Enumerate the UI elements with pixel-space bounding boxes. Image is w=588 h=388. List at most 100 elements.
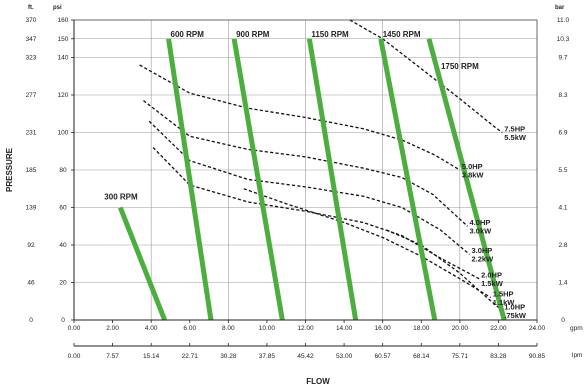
power-curve-label: 1.5HP [493,289,514,298]
rpm-curve-label: 1750 RPM [441,62,479,71]
ft-tick-label: 370 [26,17,37,24]
x2-tick-label: 7.57 [106,353,119,360]
x2-tick-label: 0.00 [68,353,81,360]
x2-tick-label: 37.85 [259,353,276,360]
psi-tick-label: 80 [59,167,67,174]
power-curve-label: 3.0HP [471,246,492,255]
axis-labels: psi ft. bar PRESSURE FLOW gpm lpm [5,5,583,386]
y-axis-title: PRESSURE [5,147,14,192]
x-tick-label: 10.00 [259,325,276,332]
psi-tick-label: 20 [59,280,67,287]
tick-labels: 0.00 2.00 4.00 6.00 8.00 10.00 12.00 14.00 16.00… [26,17,570,360]
power-curve-label: 5.5kW [504,133,527,142]
power-curve [152,147,480,280]
bar-tick-label: 0 [561,317,565,324]
psi-tick-label: 100 [58,130,69,137]
bar-tick-label: 9.7 [558,55,567,62]
rpm-curve-label: 1450 RPM [383,30,421,39]
ft-tick-label: 92 [27,242,35,249]
power-curve [243,188,492,299]
bar-tick-label: 6.9 [558,130,567,137]
rpm-curve-label: 1150 RPM [311,30,349,39]
x-tick-label: 0.00 [68,325,81,332]
rpm-curve-label: 300 RPM [104,193,138,202]
psi-unit-label: psi [53,5,62,11]
x2-tick-label: 15.14 [143,353,160,360]
bar-tick-label: 5.5 [558,167,567,174]
x2-tick-label: 45.42 [297,353,314,360]
rpm-curve [166,38,214,321]
psi-tick-label: 150 [58,36,69,43]
rpm-curves [117,38,507,321]
x-tick-label: 20.00 [452,325,469,332]
rpm-curve [426,38,507,321]
psi-tick-label: 140 [58,55,69,62]
bar-tick-label: 4.1 [558,205,567,212]
ft-tick-label: 347 [26,36,37,43]
power-curve-label: 3.8kW [462,170,485,179]
rpm-curve-label: 600 RPM [171,30,205,39]
rpm-curve [378,38,438,321]
rpm-curve-label: 900 RPM [236,30,270,39]
bar-unit-label: bar [555,5,565,11]
axes [73,19,538,347]
x-tick-label: 8.00 [222,325,235,332]
power-curve-label: 4.0HP [470,218,491,227]
rpm-curve [117,206,167,321]
power-curve-label: 2.2kW [471,255,494,264]
x2-tick-label: 83.28 [490,353,507,360]
psi-tick-label: 160 [58,17,69,24]
x2-tick-label: 60.57 [375,353,392,360]
bar-tick-label: 2.8 [558,242,567,249]
power-curve-label: 3.0kW [470,227,493,236]
power-curve-label: 1.5kW [481,279,504,288]
x-tick-label: 6.00 [183,325,196,332]
psi-tick-label: 40 [59,242,67,249]
power-curve-label: 1.0HP [504,302,525,311]
psi-tick-label: 60 [59,205,67,212]
x2-tick-label: 22.71 [182,353,199,360]
x-tick-label: 4.00 [145,325,158,332]
power-curve-label: 1.1kW [493,298,516,307]
x-tick-label: 18.00 [413,325,430,332]
psi-tick-label: 120 [58,92,69,99]
x2-tick-label: 90.85 [529,353,546,360]
ft-unit-label: ft. [28,5,34,11]
ft-tick-label: 139 [26,205,37,212]
power-curve [148,120,470,255]
power-curve-label: 5.0HP [462,162,483,171]
ft-tick-label: 277 [26,92,37,99]
bar-tick-label: 10.3 [557,36,570,43]
x2-tick-label: 75.71 [452,353,469,360]
lpm-unit-label: lpm [572,352,582,359]
x-tick-label: 16.00 [375,325,392,332]
power-curve [349,19,503,134]
x-tick-label: 2.00 [106,325,119,332]
x-tick-label: 12.00 [297,325,314,332]
bar-tick-label: 1.4 [558,280,567,287]
gpm-unit-label: gpm [570,325,583,332]
power-curve [143,100,468,227]
x-tick-label: 22.00 [490,325,507,332]
bar-tick-label: 8.3 [558,92,567,99]
ft-tick-label: 0 [29,317,33,324]
power-curve-label: 7.5HP [504,124,525,133]
ft-tick-label: 231 [26,130,37,137]
rpm-curve [306,38,359,321]
ft-tick-label: 185 [26,167,37,174]
psi-tick-label: 0 [61,317,65,324]
ft-tick-label: 46 [27,280,35,287]
x-tick-label: 14.00 [336,325,353,332]
x2-tick-label: 68.14 [413,353,430,360]
x-tick-label: 24.00 [529,325,546,332]
power-curve-label: .75kW [504,311,527,320]
rpm-curve [231,38,285,321]
bar-tick-label: 11.0 [557,17,570,24]
x2-tick-label: 53.00 [336,353,353,360]
x-axis-title: FLOW [306,377,330,386]
power-curve-label: 2.0HP [481,271,502,280]
power-curve [139,64,461,171]
x2-tick-label: 30.28 [220,353,237,360]
